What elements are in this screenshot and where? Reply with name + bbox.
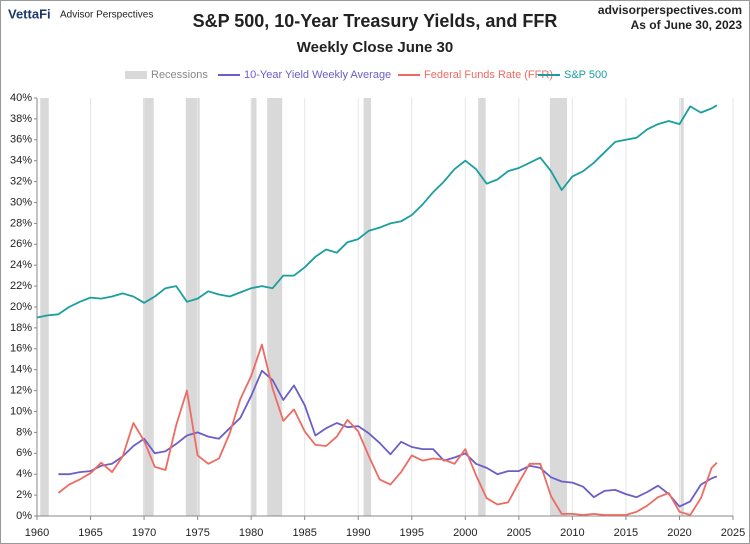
x-tick-label: 2020	[667, 527, 691, 539]
x-tick-label: 1965	[78, 527, 102, 539]
series-line	[58, 369, 718, 508]
y-tick-label: 6%	[16, 447, 32, 459]
x-tick-label: 2005	[507, 527, 531, 539]
recession-band	[267, 98, 283, 516]
y-tick-label: 18%	[10, 322, 32, 334]
y-tick-label: 28%	[10, 217, 32, 229]
legend-label: Federal Funds Rate (FFR)	[424, 69, 553, 81]
as-of: As of June 30, 2023	[631, 18, 743, 32]
y-tick-label: 40%	[10, 92, 32, 104]
y-tick-label: 32%	[10, 176, 32, 188]
series-line	[57, 343, 718, 516]
y-tick-label: 34%	[10, 155, 32, 167]
y-tick-label: 30%	[10, 196, 32, 208]
x-tick-label: 1975	[185, 527, 209, 539]
x-tick-label: 1995	[400, 527, 424, 539]
legend-label: S&P 500	[564, 69, 607, 81]
legend-swatch	[125, 71, 147, 79]
x-tick-label: 1980	[239, 527, 263, 539]
y-tick-label: 38%	[10, 113, 32, 125]
y-tick-label: 24%	[10, 259, 32, 271]
chart-subtitle: Weekly Close June 30	[297, 39, 453, 56]
series-line	[36, 104, 718, 319]
y-tick-label: 4%	[16, 468, 32, 480]
y-tick-label: 16%	[10, 343, 32, 355]
recession-band	[363, 98, 372, 516]
y-tick-label: 8%	[16, 426, 32, 438]
y-tick-label: 0%	[16, 510, 32, 522]
chart-title: S&P 500, 10-Year Treasury Yields, and FF…	[193, 11, 558, 31]
x-tick-label: 2025	[721, 527, 745, 539]
y-tick-label: 26%	[10, 238, 32, 250]
y-tick-label: 10%	[10, 405, 32, 417]
x-tick-label: 1970	[132, 527, 156, 539]
y-tick-label: 14%	[10, 364, 32, 376]
recession-band	[478, 98, 486, 516]
recession-band	[680, 98, 684, 516]
recession-band	[549, 98, 568, 516]
y-tick-label: 20%	[10, 301, 32, 313]
brand-sub: Advisor Perspectives	[60, 10, 153, 21]
legend-label: 10-Year Yield Weekly Average	[244, 69, 391, 81]
x-tick-label: 2015	[614, 527, 638, 539]
x-tick-label: 1985	[292, 527, 316, 539]
recession-band	[185, 98, 200, 516]
x-tick-label: 2000	[453, 527, 477, 539]
x-tick-label: 2010	[560, 527, 584, 539]
y-tick-label: 12%	[10, 385, 32, 397]
recession-band	[40, 98, 49, 516]
site: advisorperspectives.com	[598, 3, 742, 17]
y-tick-label: 36%	[10, 134, 32, 146]
y-tick-label: 2%	[16, 489, 32, 501]
y-tick-label: 22%	[10, 280, 32, 292]
brand: VettaFi	[8, 6, 51, 21]
x-tick-label: 1990	[346, 527, 370, 539]
x-tick-label: 1960	[25, 527, 49, 539]
recession-band	[143, 98, 154, 516]
legend-label: Recessions	[151, 69, 208, 81]
recession-band	[251, 98, 257, 516]
